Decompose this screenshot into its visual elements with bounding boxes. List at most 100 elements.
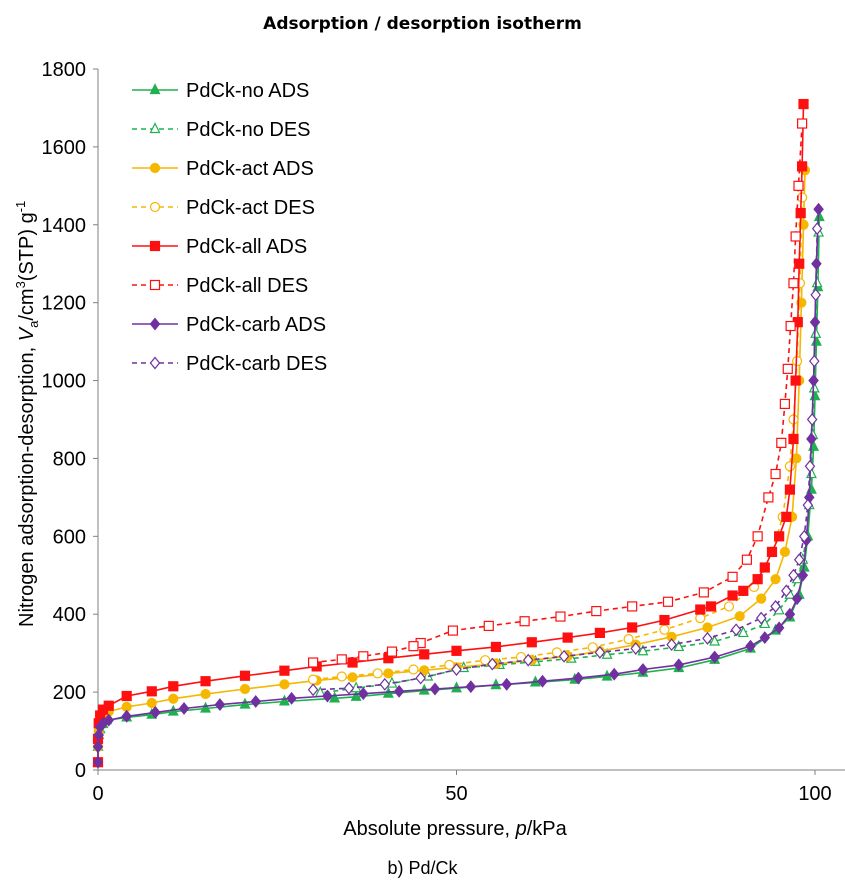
data-point-pdck-no-des <box>811 276 823 288</box>
data-point-pdck-carb-ads <box>573 671 584 685</box>
data-point-pdck-carb-des <box>788 568 799 582</box>
series-pdck-act-des <box>308 192 808 685</box>
y-tick-label: 400 <box>53 604 86 626</box>
data-point-pdck-act-ads <box>239 683 251 695</box>
series-pdck-carb-ads <box>92 202 824 769</box>
data-point-pdck-all-ads <box>168 681 179 692</box>
data-point-pdck-all-ads <box>419 649 430 660</box>
data-point-pdck-all-ads <box>451 645 462 656</box>
data-point-pdck-all-des <box>483 620 494 632</box>
legend-marker <box>149 356 161 370</box>
data-point-pdck-carb-ads <box>92 755 104 769</box>
data-point-pdck-all-des <box>447 625 459 636</box>
data-point-pdck-carb-des <box>451 663 462 676</box>
data-point-pdck-all-ads <box>490 641 502 653</box>
data-point-pdck-carb-ads <box>286 691 297 705</box>
data-point-pdck-carb-des <box>702 631 713 645</box>
y-tick-label: 0 <box>75 760 86 782</box>
data-point-pdck-carb-des <box>487 657 498 671</box>
data-point-pdck-all-des <box>591 606 602 617</box>
data-point-pdck-no-des <box>637 644 649 656</box>
series-pdck-all-ads <box>92 98 809 768</box>
data-point-pdck-all-ads <box>727 590 738 601</box>
data-point-pdck-act-des <box>587 642 598 653</box>
data-point-pdck-all-ads <box>200 676 211 687</box>
data-point-pdck-carb-des <box>307 683 319 697</box>
axes: 0 200 400 600 800 1000 1200 1400 1600 1800 0 50 100 <box>42 59 845 805</box>
y-tick-label: 1400 <box>42 215 87 237</box>
data-point-pdck-all-des <box>788 278 799 289</box>
data-point-pdck-carb-ads <box>178 702 190 715</box>
data-point-pdck-carb-ads <box>608 667 620 681</box>
legend-item-pdck-act-des: PdCk-act DES <box>132 197 315 219</box>
data-point-pdck-no-des <box>601 647 613 659</box>
data-point-pdck-all-ads <box>121 690 132 702</box>
data-point-pdck-carb-ads <box>501 677 512 691</box>
data-point-pdck-all-des <box>662 596 674 607</box>
data-point-pdck-all-ads <box>795 207 806 219</box>
data-point-pdck-carb-des <box>343 681 355 695</box>
data-point-pdck-all-ads <box>594 627 606 639</box>
data-point-pdck-all-ads <box>705 601 717 612</box>
data-point-pdck-all-des <box>793 180 804 191</box>
data-point-pdck-act-ads <box>168 693 179 704</box>
data-point-pdck-all-ads <box>562 632 573 643</box>
data-point-pdck-all-ads <box>738 585 749 596</box>
data-point-pdck-all-des <box>763 492 774 503</box>
data-point-pdck-carb-ads <box>813 202 824 216</box>
legend-label: PdCk-all DES <box>186 275 308 297</box>
y-axis-label: Nitrogen adsorption-desorption, Va/cm3(S… <box>13 200 41 627</box>
data-point-pdck-all-des <box>386 646 398 657</box>
series-line-pdck-no-des <box>320 232 820 694</box>
data-point-pdck-act-ads <box>756 593 767 604</box>
data-point-pdck-all-des <box>779 398 790 410</box>
data-point-pdck-act-ads <box>383 668 394 679</box>
data-point-pdck-carb-ads <box>537 674 548 688</box>
data-point-pdck-act-ads <box>146 697 157 709</box>
legend-label: PdCk-carb DES <box>186 353 327 375</box>
data-point-pdck-carb-ads <box>784 607 796 621</box>
data-point-pdck-all-des <box>785 320 796 332</box>
data-point-pdck-act-ads <box>791 453 802 464</box>
x-tick-label: 50 <box>445 783 467 805</box>
data-point-pdck-all-ads <box>239 670 251 681</box>
data-point-pdck-all-ads <box>759 562 770 573</box>
data-point-pdck-act-des <box>695 613 706 624</box>
data-point-pdck-carb-des <box>809 354 820 368</box>
data-point-pdck-no-ads <box>350 689 362 701</box>
data-point-pdck-act-ads <box>734 611 745 622</box>
legend-item-pdck-all-des: PdCk-all DES <box>132 275 308 297</box>
data-point-pdck-all-ads <box>781 511 792 522</box>
data-point-pdck-no-ads <box>329 691 341 703</box>
data-point-pdck-carb-des <box>811 222 823 236</box>
legend-item-pdck-carb-des: PdCk-carb DES <box>132 353 327 375</box>
data-point-pdck-all-ads <box>766 546 778 558</box>
data-point-pdck-all-ads <box>798 98 809 110</box>
data-point-pdck-all-ads <box>659 614 670 626</box>
legend-marker <box>149 317 161 331</box>
data-point-pdck-carb-des <box>594 645 606 659</box>
data-point-pdck-act-des <box>372 668 383 679</box>
data-point-pdck-carb-des <box>755 611 767 625</box>
legend-label: PdCk-carb ADS <box>186 314 326 336</box>
legend-label: PdCk-no ADS <box>186 80 309 102</box>
data-point-pdck-all-ads <box>279 665 290 676</box>
legend-item-pdck-act-ads: PdCk-act ADS <box>132 158 314 180</box>
legend-item-pdck-all-ads: PdCk-all ADS <box>132 236 307 258</box>
data-point-pdck-all-des <box>519 616 530 627</box>
data-point-pdck-all-des <box>752 531 763 542</box>
x-tick-label: 0 <box>92 783 103 805</box>
figure-caption: b) Pd/Ck <box>387 858 458 878</box>
data-point-pdck-all-des <box>782 363 793 374</box>
data-point-pdck-all-des <box>555 611 566 622</box>
data-point-pdck-act-des <box>336 671 347 682</box>
data-point-pdck-all-ads <box>146 686 157 697</box>
data-point-pdck-all-des <box>336 654 347 665</box>
data-point-pdck-carb-ads <box>393 684 405 698</box>
legend-marker <box>149 201 161 213</box>
data-point-pdck-carb-ads <box>465 680 477 694</box>
data-point-pdck-act-ads <box>779 546 790 558</box>
data-point-pdck-all-ads <box>790 375 801 386</box>
data-point-pdck-carb-des <box>522 653 534 667</box>
